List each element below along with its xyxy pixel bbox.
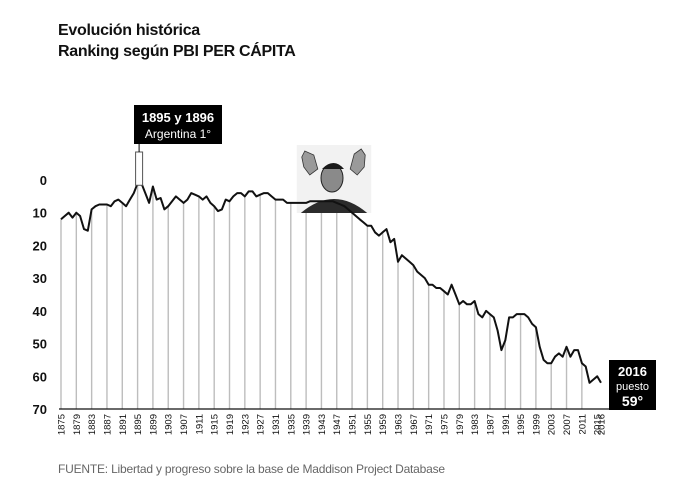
title-block: Evolución histórica Ranking según PBI PE…	[58, 20, 296, 62]
x-tick-label: 1931	[271, 414, 282, 435]
x-tick-label: 1947	[332, 414, 343, 435]
annotation-box-2016	[609, 360, 656, 410]
x-tick-label: 1919	[225, 414, 236, 435]
y-tick-label: 40	[33, 304, 47, 319]
x-tick-label: 2011	[577, 414, 588, 434]
x-tick-label: 1907	[179, 414, 190, 435]
annotation-text-1895-line1: 1895 y 1896	[142, 110, 214, 125]
y-tick-label: 30	[33, 271, 47, 286]
y-tick-label: 60	[33, 369, 47, 384]
y-tick-label: 10	[33, 206, 47, 221]
x-tick-label: 1999	[531, 414, 542, 435]
x-tick-label: 1915	[210, 414, 221, 435]
x-tick-label: 1983	[470, 414, 481, 435]
series-layer	[60, 182, 602, 384]
x-tick-label: 1995	[516, 414, 527, 435]
x-tick-label: 1927	[256, 414, 267, 435]
annotation-text-2016-line2: puesto	[616, 381, 649, 393]
x-tick-label: 1963	[394, 414, 405, 435]
y-tick-label: 20	[33, 238, 47, 253]
x-tick-label: 1991	[501, 414, 512, 435]
annotation-text-1895-line2: Argentina 1°	[145, 127, 211, 141]
x-tick-label: 1899	[148, 414, 159, 435]
y-tick-label: 50	[33, 337, 47, 352]
axis-layer: 0 10 20 30 40 50 60 70 1875 1879 1883 1887 1891 1895 1…	[33, 173, 611, 435]
annotation-text-2016-line1: 2016	[618, 364, 647, 379]
x-tick-label: 2016	[597, 414, 608, 435]
photo-hair-shape	[322, 163, 344, 169]
source-note: FUENTE: Libertad y progreso sobre la bas…	[58, 462, 445, 476]
x-tick-label: 1875	[57, 414, 68, 435]
annotation-box-1895	[134, 105, 222, 144]
photo-right-hand-shape	[349, 148, 366, 176]
chart-title: Evolución histórica	[58, 22, 200, 39]
x-tick-label: 1967	[409, 414, 420, 435]
x-tick-label: 1895	[133, 414, 144, 435]
x-tick-label: 2007	[562, 414, 573, 435]
y-tick-label: 70	[33, 402, 47, 417]
x-tick-label: 1975	[439, 414, 450, 435]
x-tick-label: 1883	[87, 414, 98, 435]
x-tick-label: 1911	[194, 414, 205, 434]
x-tick-label: 1943	[317, 414, 328, 435]
x-tick-label: 2003	[547, 414, 558, 435]
x-tick-label: 1891	[118, 414, 129, 435]
y-tick-label: 0	[40, 173, 47, 188]
bars-layer	[60, 183, 583, 409]
x-tick-label: 1979	[455, 414, 466, 435]
x-tick-label: 1887	[102, 414, 113, 435]
x-tick-label: 1903	[164, 414, 175, 435]
x-tick-label: 1951	[348, 414, 359, 435]
photo-left-hand-shape	[301, 150, 319, 176]
x-tick-label: 1959	[378, 414, 389, 435]
x-tick-label: 1955	[363, 414, 374, 435]
x-tick-label: 1939	[302, 414, 313, 435]
chart-subtitle: Ranking según PBI PER CÁPITA	[58, 43, 296, 60]
series-line	[60, 182, 602, 384]
x-tick-label: 1987	[485, 414, 496, 435]
x-tick-label: 1879	[72, 414, 83, 435]
x-tick-label: 2015	[593, 414, 604, 435]
x-tick-label: 1971	[424, 414, 435, 435]
annotation-text-2016-line3: 59°	[622, 393, 643, 409]
x-tick-label: 1923	[240, 414, 251, 435]
photo-body-shape	[300, 199, 368, 213]
x-tick-label: 1935	[286, 414, 297, 435]
annotation-marker-rect	[135, 151, 144, 186]
